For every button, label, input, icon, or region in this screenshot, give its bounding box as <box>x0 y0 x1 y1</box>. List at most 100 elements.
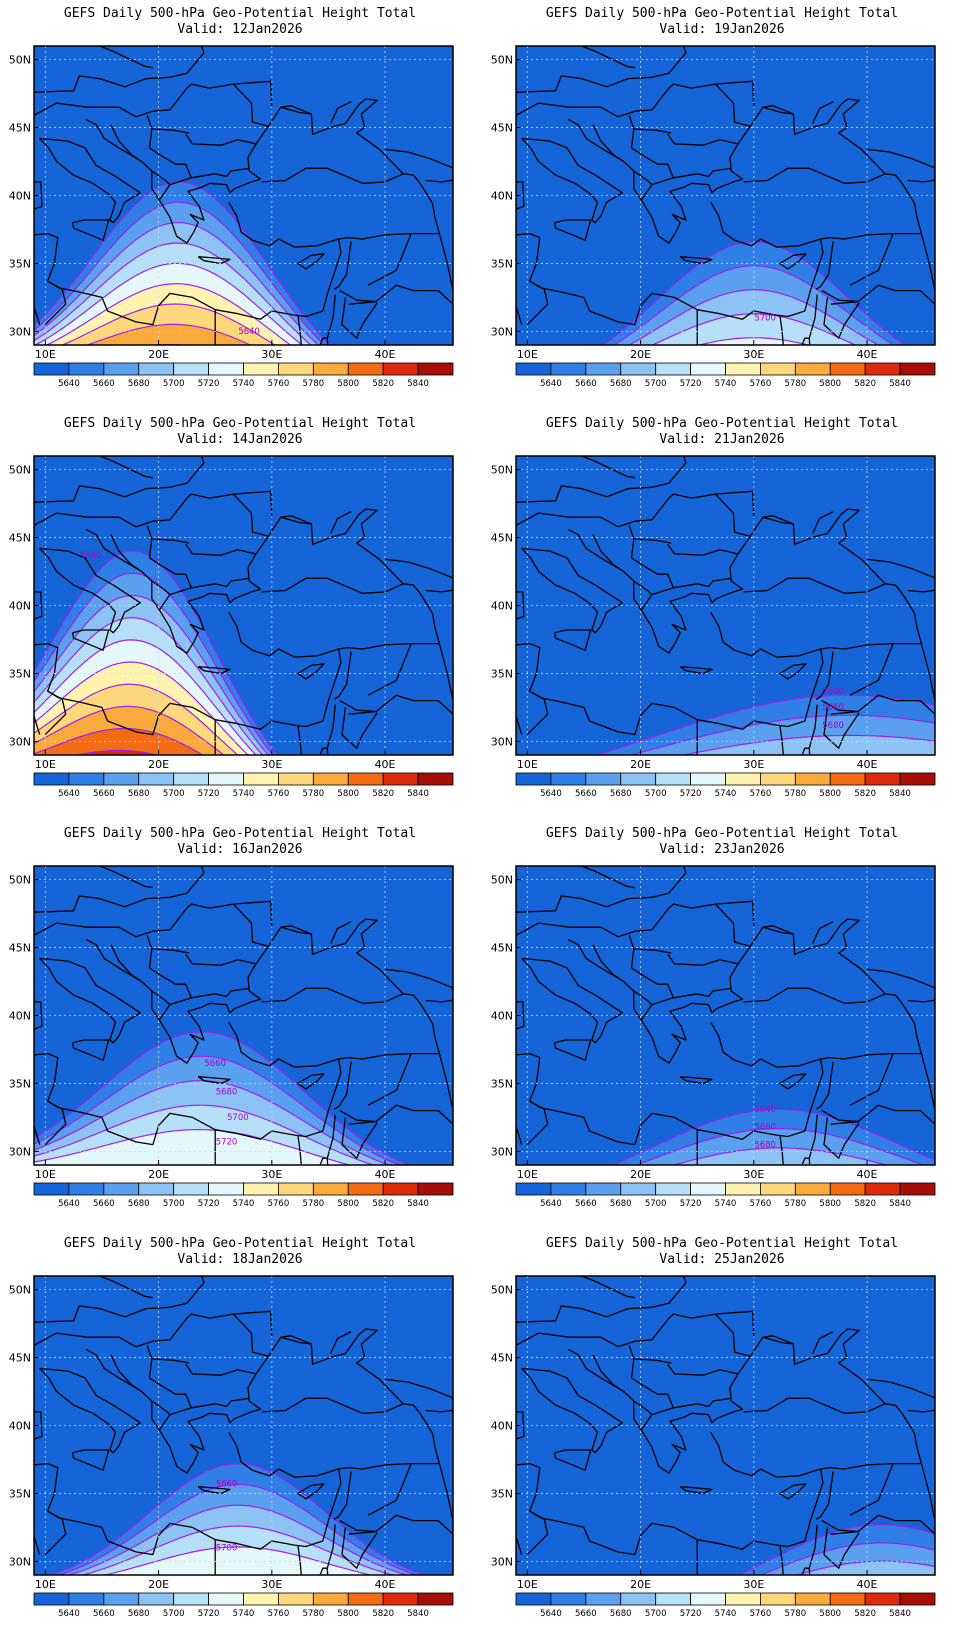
coastline-border <box>633 128 672 134</box>
coastline-border <box>633 1358 672 1364</box>
colorbar-swatch <box>173 772 209 786</box>
colorbar-swatch <box>208 1592 244 1606</box>
coastline-border <box>34 1001 43 1030</box>
coastline-border <box>197 1076 231 1085</box>
coastline-border <box>673 167 732 179</box>
coastline-border <box>110 944 142 983</box>
coastline-border <box>526 1100 549 1146</box>
coastline-border <box>823 297 860 339</box>
coastline-border <box>34 1431 342 1556</box>
lat-tick-label: 50N <box>491 874 513 887</box>
coastline-border <box>297 1135 329 1165</box>
coastline-border <box>934 543 935 545</box>
map-title: GEFS Daily 500-hPa Geo-Potential Height … <box>64 6 416 21</box>
coastline-border <box>385 148 453 183</box>
colorbar-label: 5820 <box>854 1609 876 1619</box>
colorbar-label: 5740 <box>233 1609 255 1619</box>
lat-tick-label: 50N <box>491 54 513 67</box>
colorbar-label: 5740 <box>715 789 737 799</box>
lat-tick-label: 35N <box>9 1487 31 1500</box>
coastline-border <box>633 1400 653 1416</box>
coastline-border <box>516 490 755 528</box>
coastline-border <box>338 173 441 240</box>
coastline-border <box>297 663 325 680</box>
coastline-border <box>820 583 923 650</box>
colorbar-label: 5740 <box>715 1199 737 1209</box>
coastline-border <box>146 115 193 200</box>
map-title: GEFS Daily 500-hPa Geo-Potential Height … <box>64 1236 416 1251</box>
lat-tick-label: 40N <box>9 600 31 613</box>
map-svg: GEFS Daily 500-hPa Geo-Potential Height … <box>9 1236 454 1619</box>
coastline-border <box>44 1100 67 1146</box>
colorbar-label: 5680 <box>610 1199 632 1209</box>
lon-tick-label: 20E <box>630 1168 651 1181</box>
coastline-border <box>553 1039 592 1061</box>
colorbar-swatch <box>68 362 105 376</box>
lat-tick-label: 35N <box>9 667 31 680</box>
lat-tick-label: 45N <box>9 532 31 545</box>
colorbar-swatch <box>655 1182 691 1196</box>
valid-date: Valid: 12Jan2026 <box>177 22 302 37</box>
map-svg: GEFS Daily 500-hPa Geo-Potential Height … <box>491 826 936 1209</box>
colorbar-swatch <box>417 772 454 786</box>
colorbar-label: 5640 <box>58 1609 80 1619</box>
colorbar-swatch <box>243 772 279 786</box>
colorbar-swatch <box>243 1182 279 1196</box>
coastline-border <box>151 1400 171 1416</box>
colorbar-swatch <box>760 1592 796 1606</box>
colorbar-label: 5660 <box>93 379 115 389</box>
coastline-border <box>526 1510 549 1556</box>
coastline-border <box>151 1358 190 1364</box>
colorbar-label: 5840 <box>407 1199 429 1209</box>
colorbar-swatch <box>690 362 726 376</box>
colorbar-label: 5760 <box>750 789 772 799</box>
coastline-border <box>812 101 834 124</box>
colorbar-label: 5800 <box>819 1609 841 1619</box>
coastline-border <box>581 866 636 889</box>
coastline-border <box>592 944 624 983</box>
contour-label: 5680 <box>216 1087 238 1097</box>
coastline-border <box>185 543 257 556</box>
coastline-border <box>633 170 653 186</box>
coastline-border <box>673 577 732 589</box>
colorbar-label: 5700 <box>163 379 185 389</box>
colorbar-swatch <box>347 772 384 786</box>
colorbar-swatch <box>243 362 279 376</box>
colorbar-label: 5800 <box>337 1199 359 1209</box>
colorbar-swatch <box>620 1592 657 1606</box>
colorbar-swatch <box>829 1182 866 1196</box>
coastline-border <box>367 1053 412 1106</box>
colorbar-label: 5760 <box>268 1609 290 1619</box>
coastline-border <box>679 1486 713 1495</box>
colorbar-label: 5700 <box>645 789 667 799</box>
coastline-border <box>779 1135 811 1165</box>
colorbar-swatch <box>760 772 796 786</box>
coastline-border <box>191 1397 250 1409</box>
colorbar-label: 5740 <box>233 789 255 799</box>
lon-tick-label: 10E <box>35 348 56 361</box>
colorbar-swatch <box>417 362 454 376</box>
coastline-border <box>633 948 672 954</box>
coastline-border <box>667 543 739 556</box>
lon-tick-label: 30E <box>743 1578 764 1591</box>
colorbar-swatch <box>515 362 552 376</box>
coastline-border <box>333 1061 352 1110</box>
colorbar-label: 5680 <box>610 379 632 389</box>
coastline-border <box>151 538 190 544</box>
colorbar-swatch <box>794 362 831 376</box>
coastline-border <box>521 547 624 634</box>
coastline-border <box>297 1483 325 1500</box>
colorbar-label: 5740 <box>233 1199 255 1209</box>
contour-label: 5640 <box>238 327 260 337</box>
height-contour-band <box>85 323 252 345</box>
colorbar-label: 5800 <box>819 789 841 799</box>
coastline-border <box>516 201 824 326</box>
lon-tick-label: 40E <box>375 1168 396 1181</box>
colorbar-label: 5720 <box>680 379 702 389</box>
colorbar-swatch <box>103 362 140 376</box>
lat-tick-label: 35N <box>9 1077 31 1090</box>
colorbar-label: 5800 <box>337 789 359 799</box>
coastline-border <box>34 181 43 210</box>
colorbar-label: 5820 <box>372 1199 394 1209</box>
coastline-border <box>452 133 453 135</box>
